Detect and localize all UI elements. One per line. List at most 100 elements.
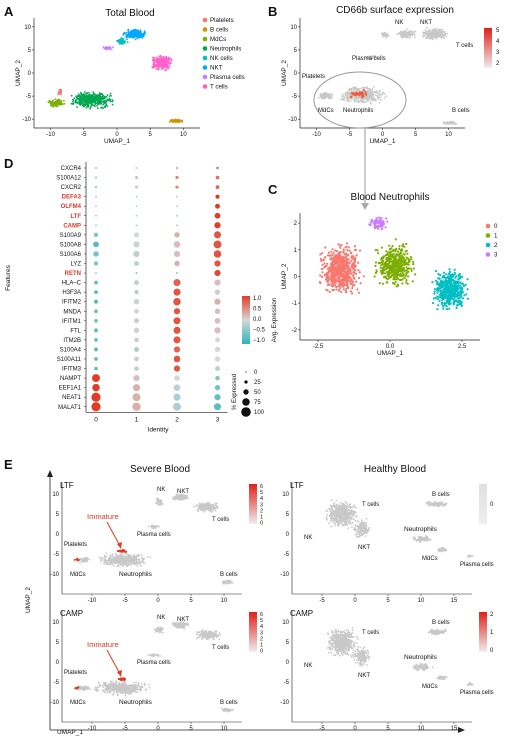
cluster-neutrophils-point: [106, 105, 109, 107]
c-cluster-0-point: [330, 250, 333, 253]
cluster-plasma-cells-point: [112, 46, 114, 49]
dot-hla–c-0: [94, 280, 98, 285]
c-cluster-1-point: [407, 275, 410, 278]
c-cluster-1-point: [397, 253, 400, 257]
cluster-b-cells-point: [174, 120, 177, 123]
cluster-t-cells-point: [156, 60, 159, 63]
b-cluster-t-cells-point: [434, 31, 437, 34]
c-cluster-1-point: [406, 282, 409, 285]
dot-neat1-3: [214, 394, 221, 401]
d-y-label: Features: [5, 264, 12, 290]
c-cluster-1-point: [403, 245, 406, 248]
d-color-legend-tick: 0.5: [253, 307, 262, 313]
dot-ifitm3-0: [94, 366, 98, 371]
c-cluster-0-point: [319, 257, 323, 260]
d-size-legend-label: 75: [254, 400, 261, 406]
dot-ltf-1: [135, 214, 138, 217]
d-identity-label: 1: [135, 416, 139, 423]
cluster-neutrophils-point: [104, 106, 106, 109]
cluster-b-cells-point: [168, 121, 171, 123]
dot-h3f3a-1: [134, 290, 139, 295]
cluster-neutrophils-point: [98, 99, 100, 102]
b-cluster-neutrophils-point: [371, 88, 374, 90]
b-cluster-neutrophils-point: [353, 87, 356, 90]
c-cluster-0-point: [331, 281, 334, 284]
cluster-neutrophils-point: [102, 103, 105, 106]
c-cluster-0-point: [344, 246, 347, 249]
e-severe-0-nkt-point: [176, 497, 179, 500]
c-cluster-3-point: [386, 220, 389, 223]
dot-mnda-0: [94, 309, 98, 314]
c-cluster-2-point: [453, 290, 456, 293]
gene-label-ltf: LTF: [70, 214, 81, 220]
b-cluster-t-cells-point: [427, 33, 430, 36]
e-severe-0-neutrophils-point: [107, 559, 110, 562]
cluster-nkt: [122, 28, 147, 41]
c-cluster-2-point: [443, 302, 446, 305]
c-cluster-0-point: [320, 267, 324, 270]
b-cluster-t-cells-point: [423, 35, 425, 37]
b-cd66b-high-point: [353, 94, 356, 97]
c-cluster-1-point: [386, 258, 389, 261]
gene-label-eef1a1: EEF1A1: [59, 386, 82, 392]
c-cluster-2-point: [455, 282, 458, 285]
e-severe-0-neutrophils-point: [125, 563, 127, 566]
dot-ifitm1-3: [214, 317, 221, 324]
e-severe-0-neutrophils-point: [107, 556, 110, 559]
b-cluster-mdcs-point: [327, 93, 330, 96]
c-cluster-1-point: [385, 281, 388, 284]
dot-s100a11-3: [214, 356, 221, 362]
b-cluster-neutrophils-point: [385, 95, 387, 98]
b-cluster-nk: [380, 31, 390, 39]
dot-cxcr4-3: [216, 166, 219, 170]
c-cluster-1-point: [388, 258, 391, 262]
c-cluster-1-point: [395, 264, 398, 267]
b-cluster-neutrophils-point: [383, 92, 386, 95]
e-severe-0-b-cells: [221, 579, 234, 585]
e-severe-0-neutrophils-point: [121, 558, 124, 561]
panel-c-y-tick-label: 1: [294, 248, 298, 254]
c-cluster-2-point: [440, 289, 443, 292]
c-cluster-0-point: [335, 273, 339, 276]
e-severe-0-t-cells-point: [204, 506, 207, 509]
c-legend-label: 0: [494, 223, 498, 230]
e-severe-0-neutrophils-point: [117, 557, 119, 560]
e-severe-0-t-cells-point: [208, 504, 211, 507]
b-cluster-t-cells-point: [432, 36, 435, 39]
cluster-t-cells: [151, 54, 173, 72]
cluster-nkt-point: [139, 32, 142, 35]
c-cluster-2-point: [461, 287, 464, 290]
e-severe-0-neutrophils-point: [132, 560, 135, 562]
dot-olfm4-3: [215, 203, 220, 209]
b-cluster-mdcs-point: [319, 95, 322, 98]
b-cluster-nkt-point: [413, 33, 416, 36]
d-color-legend-tick: 0.0: [253, 317, 262, 323]
panel-a-letter: A: [4, 4, 14, 19]
cluster-neutrophils-point: [92, 91, 95, 93]
c-cluster-0-point: [337, 270, 340, 274]
cluster-neutrophils-point: [97, 101, 100, 104]
b-cluster-neutrophils-point: [357, 90, 360, 92]
cluster-plasma-cells: [102, 46, 114, 51]
c-cluster-2-point: [433, 290, 436, 293]
cluster-nkt-point: [125, 36, 128, 38]
gene-label-neat1: NEAT1: [62, 395, 82, 401]
b-cluster-nkt-point: [402, 35, 405, 38]
gene-label-ifitm1: IFITM1: [62, 319, 82, 325]
b-cluster-neutrophils-point: [349, 94, 351, 97]
cluster-neutrophils-point: [88, 99, 90, 101]
cluster-neutrophils-point: [103, 101, 106, 104]
c-cluster-0-point: [349, 280, 352, 283]
b-cluster-neutrophils-point: [346, 100, 349, 103]
cluster-neutrophils-point: [96, 107, 99, 110]
dot-neat1-2: [173, 393, 181, 401]
dot-mnda-3: [214, 308, 221, 314]
c-cluster-2-point: [463, 294, 466, 297]
b-cluster-nkt-point: [408, 34, 411, 37]
c-cluster-2-point: [436, 282, 439, 285]
e-severe-0-t-cells-point: [212, 504, 214, 506]
b-cluster-mdcs-point: [323, 96, 326, 99]
b-cluster-neutrophils-point: [383, 97, 386, 99]
e-severe-0-neutrophils-point: [111, 560, 114, 563]
b-cluster-neutrophils-point: [379, 96, 382, 99]
